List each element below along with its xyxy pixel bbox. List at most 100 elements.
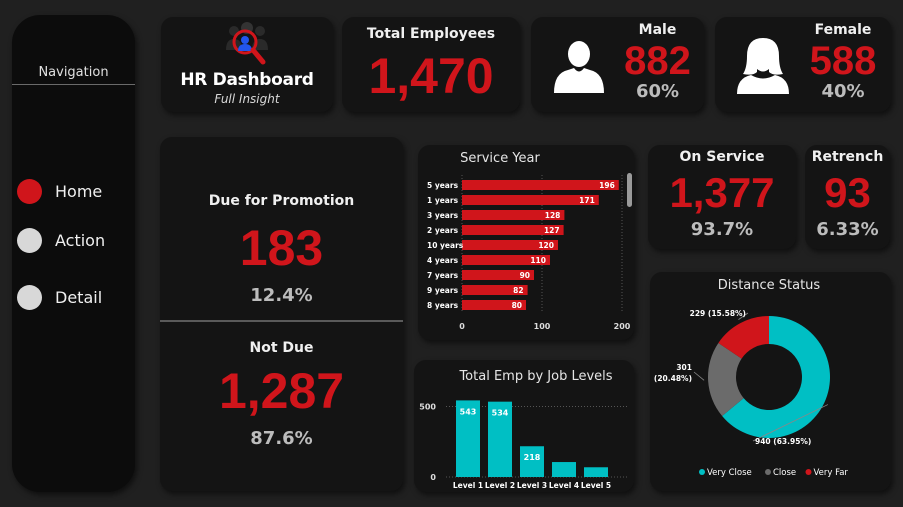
male-percent: 60% — [635, 81, 680, 102]
detail-dot-icon — [17, 284, 42, 310]
service-bar-value: 127 — [544, 226, 560, 235]
not-due-percent: 87.6% — [250, 428, 313, 449]
action-dot-icon — [17, 227, 42, 253]
nav-item-label: Detail — [55, 287, 103, 307]
legend-dot-icon — [765, 469, 771, 475]
service-bar-value: 128 — [545, 211, 561, 220]
legend-dot-icon — [699, 469, 705, 475]
nav-item-action[interactable]: Action — [17, 227, 132, 253]
nav-item-home[interactable]: Home — [17, 178, 132, 204]
job-y-tick: 500 — [419, 402, 436, 411]
distance-status-chart: Distance Status 940 (63.95%) 301 (20.48%) 2… — [654, 278, 849, 478]
legend-label: Very Close — [707, 468, 752, 478]
distance-slice-label: 301 — [676, 363, 692, 372]
service-category-label: 9 years — [427, 286, 459, 295]
not-due-value: 1,287 — [218, 363, 345, 419]
scrollbar[interactable] — [627, 173, 632, 207]
service-bar-value: 110 — [530, 256, 546, 265]
total-employees-value: 1,470 — [368, 48, 494, 104]
service-category-label: 3 years — [427, 211, 459, 220]
navigation-divider — [12, 84, 135, 85]
female-person-icon — [737, 38, 789, 94]
job-category-label: Level 4 — [549, 481, 579, 490]
job-bar[interactable] — [488, 401, 512, 477]
distance-leader-line — [738, 312, 749, 320]
not-due-title: Not Due — [249, 340, 314, 356]
service-bar[interactable] — [462, 240, 558, 250]
service-bar-value: 120 — [538, 241, 554, 250]
nav-item-detail[interactable]: Detail — [17, 284, 132, 310]
job-bar-value: 534 — [492, 409, 509, 418]
service-category-label: 7 years — [427, 271, 459, 280]
service-bar-value: 171 — [579, 196, 595, 205]
logo-subtitle: Full Insight — [214, 92, 280, 106]
service-bar[interactable] — [462, 180, 619, 190]
service-bar-value: 196 — [599, 181, 615, 190]
service-bar[interactable] — [462, 300, 526, 310]
job-bar[interactable] — [552, 462, 576, 477]
distance-status-title: Distance Status — [718, 278, 821, 293]
job-category-label: Level 5 — [581, 481, 611, 490]
distance-slice[interactable] — [722, 316, 830, 438]
legend-label: Very Far — [814, 468, 849, 478]
distance-slice[interactable] — [718, 316, 769, 359]
retrench-title: Retrench — [811, 149, 884, 165]
distance-slice[interactable] — [708, 342, 744, 417]
job-bar-value: 218 — [524, 453, 541, 462]
job-levels-chart: Total Emp by Job Levels 543 534 218 0 500 Le… — [419, 369, 628, 490]
legend-dot-icon — [805, 469, 812, 475]
service-x-tick: 0 — [459, 322, 465, 331]
on-service-percent: 93.7% — [690, 219, 754, 240]
job-levels-chart-card: Total Emp by Job Levels 543 534 218 0 500 Le… — [414, 360, 634, 492]
people-search-icon — [226, 22, 268, 65]
female-percent: 40% — [821, 81, 865, 102]
service-x-tick: 200 — [614, 322, 631, 331]
service-bar[interactable] — [462, 270, 534, 280]
logo-card: HR Dashboard Full Insight — [161, 17, 333, 112]
logo-title: HR Dashboard — [180, 70, 314, 90]
service-category-label: 5 years — [427, 181, 459, 190]
female-card: Female 588 40% — [715, 17, 891, 112]
job-bar[interactable] — [584, 467, 608, 477]
job-category-label: Level 3 — [517, 481, 547, 490]
service-x-tick: 100 — [534, 322, 551, 331]
distance-slice-label: 229 (15.58%) — [690, 309, 746, 318]
total-employees-card: Total Employees 1,470 — [342, 17, 520, 112]
service-category-label: 1 years — [427, 196, 459, 205]
service-bar[interactable] — [462, 210, 565, 220]
service-category-label: 10 years — [427, 241, 464, 250]
home-dot-icon — [17, 178, 42, 204]
job-bar-value: 543 — [460, 407, 477, 416]
distance-slice-label: 940 (63.95%) — [755, 437, 811, 446]
on-service-card: On Service 1,377 93.7% — [648, 145, 796, 249]
legend-label: Close — [773, 468, 796, 478]
service-bar[interactable] — [462, 225, 564, 235]
on-service-value: 1,377 — [669, 169, 775, 216]
service-year-chart-card: Service Year 196 171 128 127 120 110 90 82 80 0 1… — [418, 145, 634, 340]
retrench-percent: 6.33% — [816, 219, 879, 240]
service-bar[interactable] — [462, 195, 599, 205]
male-card: Male 882 60% — [531, 17, 704, 112]
job-bar[interactable] — [520, 446, 544, 477]
retrench-value: 93 — [824, 169, 871, 216]
male-title: Male — [638, 22, 677, 38]
navigation-title: Navigation — [38, 65, 109, 80]
retrench-card: Retrench 93 6.33% — [805, 145, 890, 249]
service-year-title: Service Year — [460, 151, 540, 166]
service-category-label: 4 years — [427, 256, 459, 265]
distance-status-card: Distance Status 940 (63.95%) 301 (20.48%) 2… — [650, 272, 891, 491]
service-bar-value: 80 — [512, 301, 522, 310]
nav-item-label: Home — [55, 181, 103, 201]
on-service-title: On Service — [679, 149, 765, 165]
service-bar[interactable] — [462, 285, 528, 295]
promotion-card: Due for Promotion 183 12.4% Not Due 1,28… — [160, 137, 403, 491]
distance-leader-line — [693, 371, 705, 381]
service-bar[interactable] — [462, 255, 550, 265]
job-bar[interactable] — [456, 400, 480, 477]
nav-item-label: Action — [55, 230, 106, 250]
male-value: 882 — [624, 39, 691, 83]
total-employees-title: Total Employees — [366, 26, 496, 42]
due-promotion-value: 183 — [239, 220, 324, 276]
due-promotion-title: Due for Promotion — [208, 193, 355, 209]
due-promotion-percent: 12.4% — [250, 285, 313, 306]
